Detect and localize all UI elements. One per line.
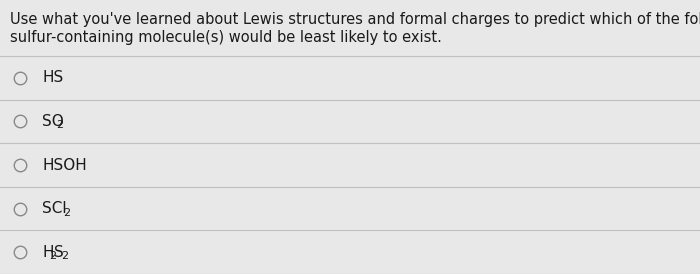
Text: SCl: SCl — [42, 201, 66, 216]
Text: Use what you've learned about Lewis structures and formal charges to predict whi: Use what you've learned about Lewis stru… — [10, 12, 700, 27]
Text: 2: 2 — [49, 251, 56, 261]
Text: S: S — [54, 245, 64, 260]
Text: 2: 2 — [64, 208, 71, 218]
Text: HS: HS — [42, 70, 63, 85]
Text: HSOH: HSOH — [42, 158, 87, 173]
Text: SO: SO — [42, 114, 64, 129]
Text: 2: 2 — [57, 120, 64, 130]
Text: 2: 2 — [62, 251, 69, 261]
Text: sulfur-containing molecule(s) would be least likely to exist.: sulfur-containing molecule(s) would be l… — [10, 30, 442, 45]
Text: H: H — [42, 245, 53, 260]
